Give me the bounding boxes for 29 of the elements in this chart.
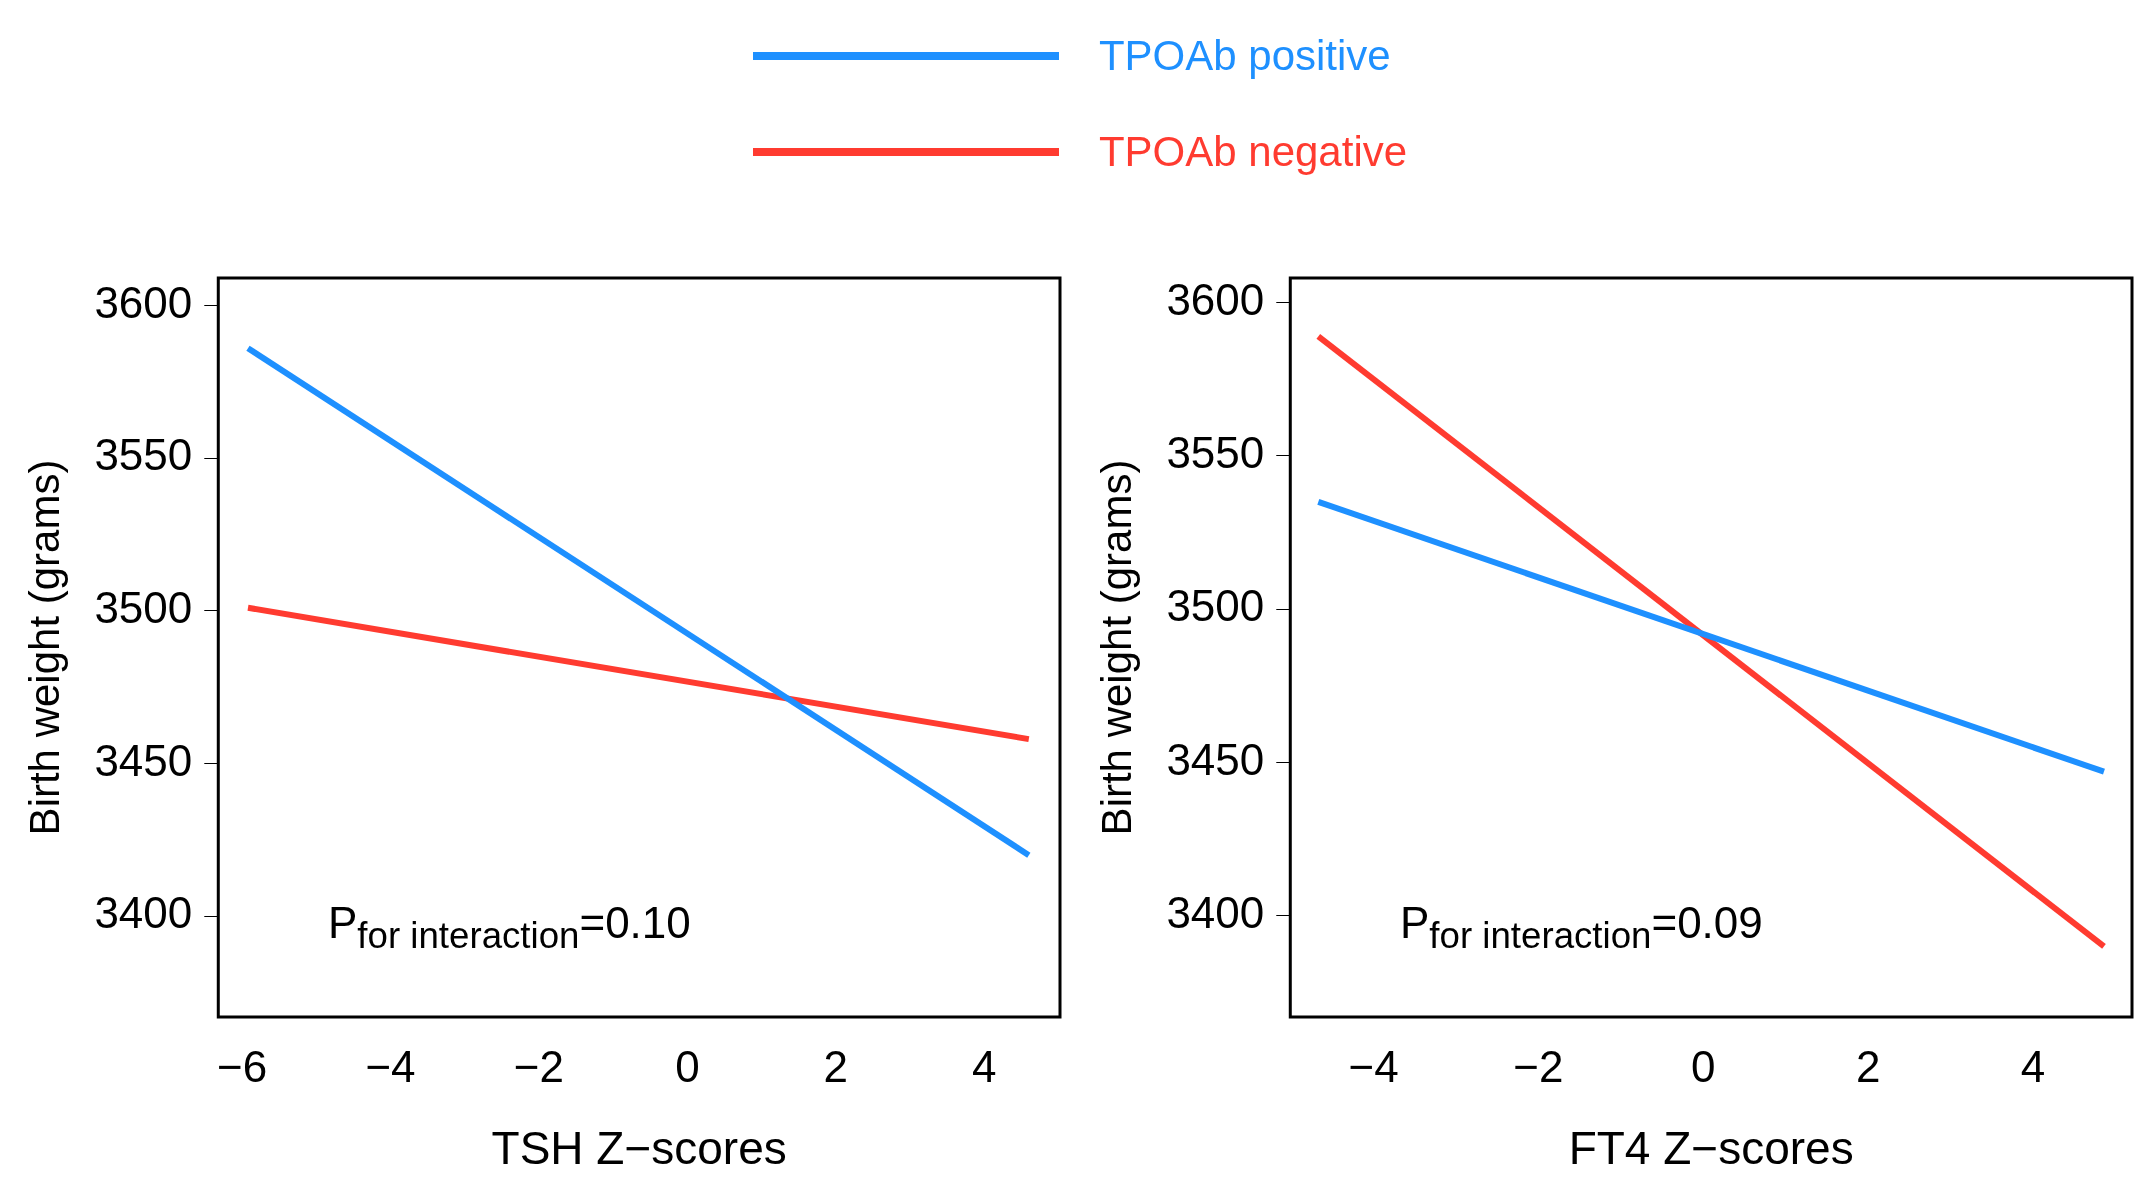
y-tick-label: 3600	[94, 277, 193, 327]
y-axis-title: Birth weight (grams)	[20, 459, 68, 836]
y-tick-label: 3600	[1166, 274, 1265, 324]
y-tick-label: 3550	[1166, 427, 1265, 477]
x-tick-label: 0	[675, 1041, 700, 1091]
x-tick-label: 4	[972, 1041, 997, 1091]
y-tick-label: 3500	[1166, 581, 1265, 631]
y-tick-label: 3450	[94, 735, 193, 785]
x-tick-label: −2	[513, 1041, 565, 1091]
x-tick-label: 0	[1691, 1041, 1716, 1091]
x-tick-label: −4	[365, 1041, 416, 1091]
text: TPOAb positive	[1098, 32, 1391, 80]
x-tick-label: −4	[1348, 1041, 1399, 1091]
text: TPOAb negative	[1098, 128, 1408, 176]
annotation: P$_{for interaction}$=0.09	[1400, 898, 1763, 957]
x-tick-label: −6	[216, 1041, 268, 1091]
y-tick-label: 3450	[1166, 734, 1265, 784]
y-tick-label: 3400	[94, 888, 193, 938]
x-tick-label: −2	[1513, 1041, 1564, 1091]
x-axis-title: FT4 Z−scores	[1568, 1122, 1854, 1175]
y-tick-label: 3500	[94, 583, 193, 632]
annotation: P$_{for interaction}$=0.10	[328, 898, 691, 957]
y-tick-label: 3400	[1166, 887, 1265, 937]
x-tick-label: 2	[823, 1041, 849, 1091]
x-tick-label: 2	[1855, 1041, 1881, 1091]
y-axis-title: Birth weight (grams)	[1092, 459, 1140, 836]
x-tick-label: 4	[2020, 1041, 2046, 1091]
y-tick-label: 3550	[94, 430, 193, 480]
x-axis-title: TSH Z−scores	[491, 1122, 787, 1175]
